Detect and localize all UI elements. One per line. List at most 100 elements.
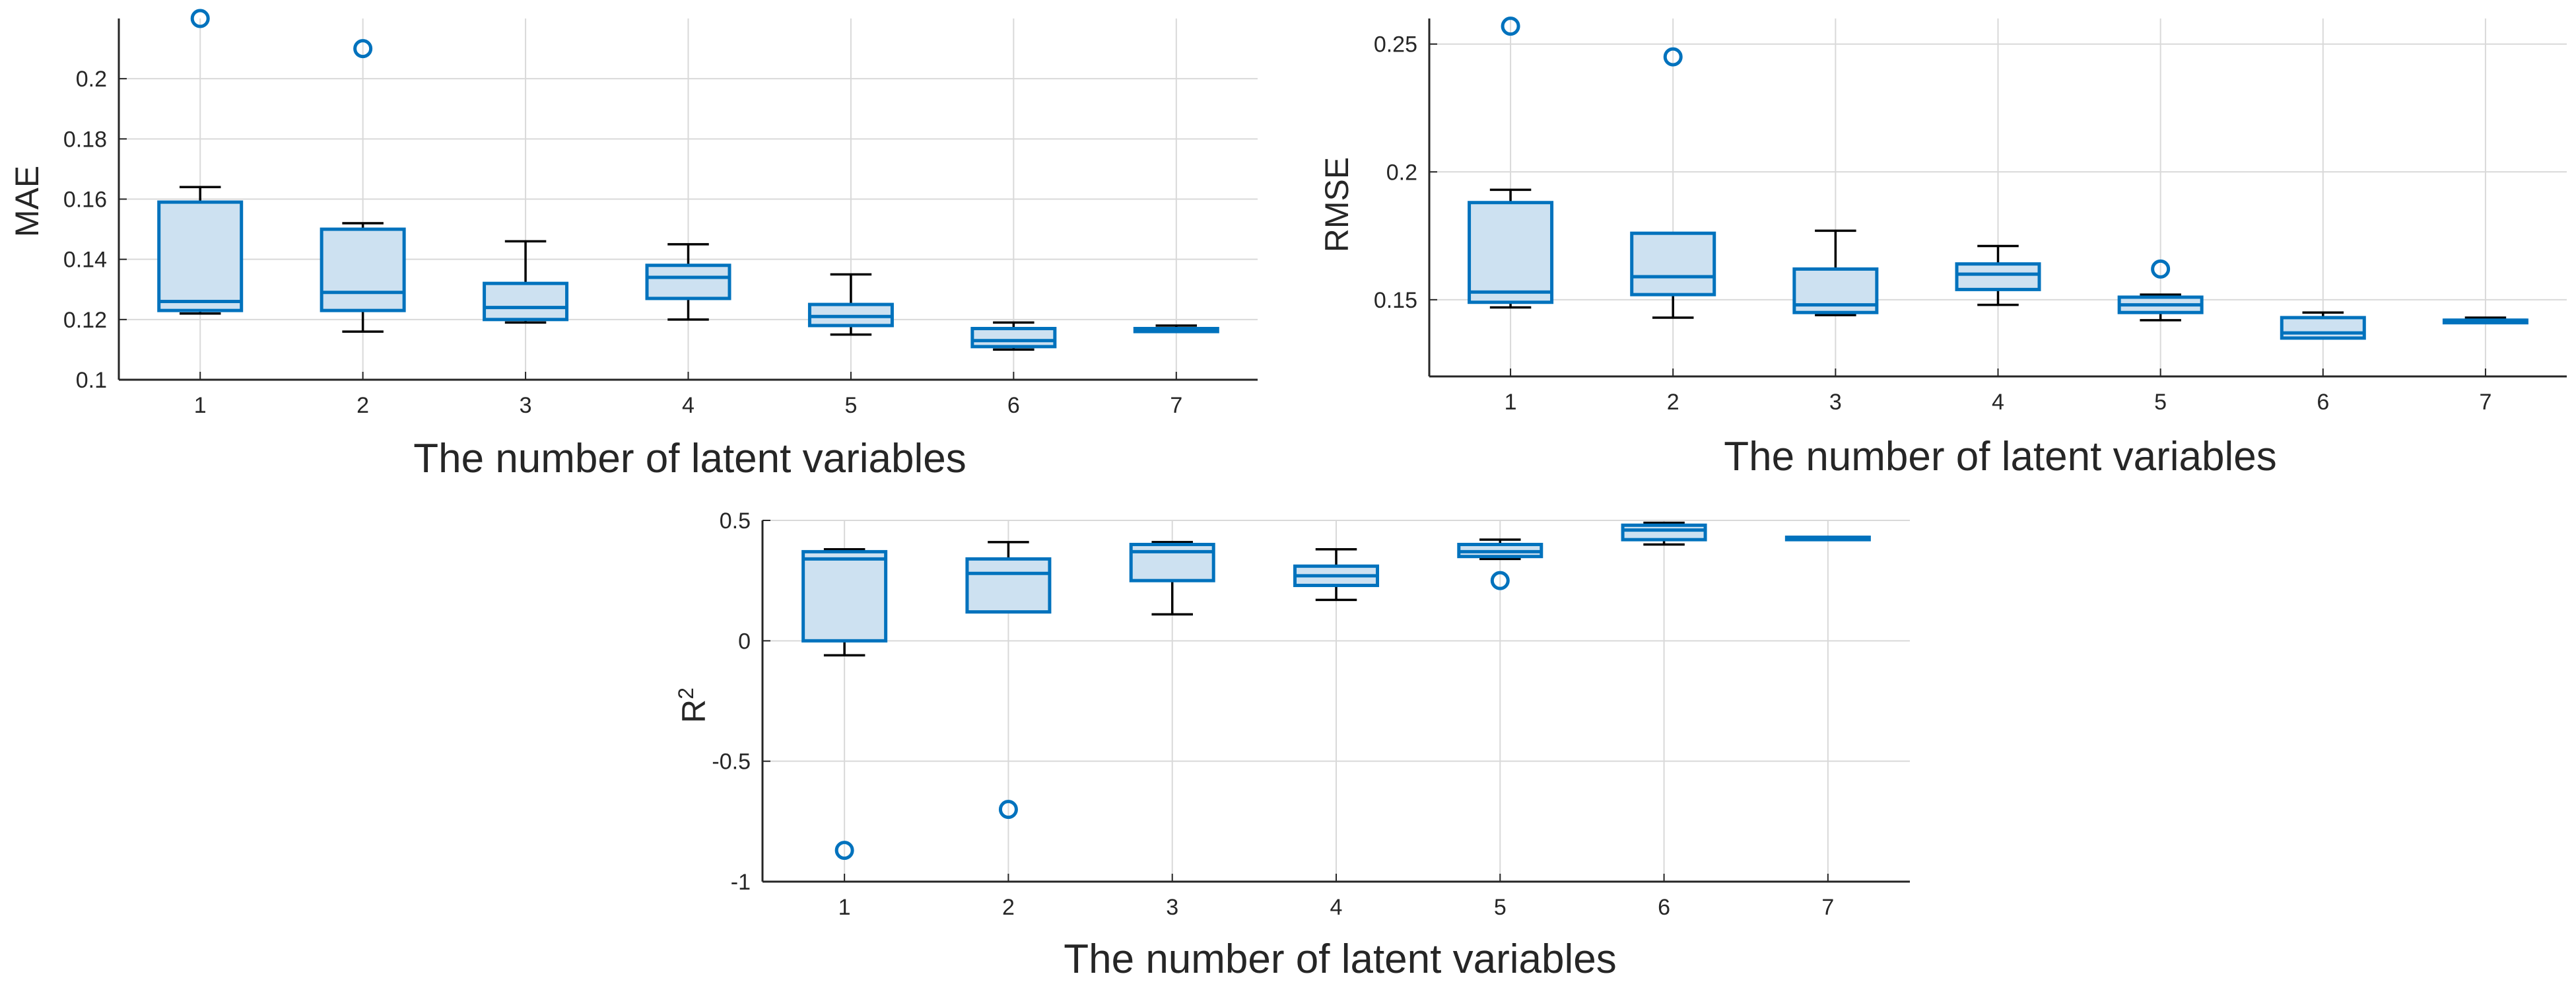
box-iqr	[1129, 542, 1215, 582]
box-iqr	[157, 200, 244, 312]
r2-box-5	[1457, 538, 1543, 590]
box-iqr	[320, 227, 406, 312]
box-iqr	[2280, 316, 2366, 340]
r2-box-6	[1621, 521, 1707, 546]
r2-x-tick-label: 3	[1166, 895, 1178, 920]
r2-y-tick-label: -1	[731, 870, 751, 895]
mae-y-tick-label: 0.16	[63, 188, 107, 213]
r2-x-tick-label: 2	[1002, 895, 1015, 920]
mae-boxes	[157, 9, 1219, 351]
outlier-point	[190, 9, 210, 28]
mae-x-axis-title: The number of latent variables	[413, 436, 966, 481]
rmse-y-axis-title: RMSE	[1318, 157, 1355, 252]
outlier-point	[353, 39, 373, 59]
mae-box-1	[157, 9, 244, 315]
outlier-point	[834, 841, 854, 861]
mae-y-axis-title: MAE	[9, 166, 46, 237]
r2-x-tick-label: 4	[1330, 895, 1343, 920]
rmse-y-axis-title-main: RMSE	[1318, 157, 1355, 252]
r2-y-tick-label: 0.5	[720, 509, 751, 534]
rmse-x-tick-label: 2	[1667, 390, 1679, 415]
mae-x-tick-label: 4	[682, 393, 695, 418]
mae-x-tick-label: 5	[844, 393, 857, 418]
rmse-box-1	[1468, 17, 1554, 309]
mae-x-tick-label: 7	[1170, 393, 1182, 418]
r2-box-2	[965, 541, 1052, 820]
rmse-box-4	[1955, 244, 2041, 306]
box-iqr	[483, 281, 569, 322]
rmse-boxes	[1468, 17, 2528, 340]
mae-x-tick-label: 2	[356, 393, 369, 418]
rmse-box-7	[2442, 316, 2528, 325]
box-iqr	[1468, 201, 1554, 304]
outlier-point	[998, 800, 1018, 820]
chart-r2-panel: 1 2 3 4 5 6 7 -1 -0.5 0 0.5 The number of latent v…	[674, 509, 1910, 982]
r2-x-tick-label: 5	[1494, 895, 1507, 920]
rmse-x-tick-label: 1	[1505, 390, 1517, 415]
outlier-point	[1490, 571, 1510, 590]
rmse-x-tick-label: 4	[1992, 390, 2004, 415]
rmse-y-tick-label: 0.2	[1386, 160, 1417, 185]
mae-box-5	[807, 273, 894, 336]
r2-box-1	[801, 548, 888, 861]
rmse-x-axis-title: The number of latent variables	[1724, 434, 2276, 479]
box-iqr	[1955, 262, 2041, 291]
mae-x-tick-label: 6	[1007, 393, 1020, 418]
box-iqr	[645, 264, 731, 300]
mae-grid	[119, 18, 1258, 380]
mae-y-axis-title-main: MAE	[9, 166, 46, 237]
r2-y-tick-label: 0	[738, 629, 751, 654]
rmse-x-tick-label: 6	[2317, 390, 2329, 415]
outlier-point	[2151, 259, 2171, 279]
mae-box-2	[320, 39, 406, 333]
rmse-box-3	[1792, 229, 1879, 316]
rmse-box-2	[1630, 47, 1716, 319]
mae-box-6	[970, 321, 1057, 351]
r2-x-tick-label: 1	[838, 895, 851, 920]
mae-x-tick-label: 3	[520, 393, 532, 418]
rmse-x-tick-label: 7	[2479, 390, 2491, 415]
rmse-x-tick-label: 5	[2154, 390, 2167, 415]
box-iqr	[970, 327, 1057, 349]
box-iqr	[801, 549, 888, 643]
r2-boxes	[801, 521, 1871, 861]
r2-x-tick-label: 6	[1658, 895, 1670, 920]
chart-rmse-panel: 1 2 3 4 5 6 7 0.15 0.2 0.25 The number of latent …	[1318, 17, 2567, 479]
mae-y-tick-label: 0.18	[63, 127, 107, 152]
box-iqr	[1621, 523, 1707, 542]
mae-y-tick-label: 0.2	[76, 67, 107, 92]
r2-y-tick-label: -0.5	[712, 750, 751, 775]
r2-box-4	[1293, 548, 1379, 602]
mae-box-7	[1133, 324, 1219, 334]
r2-x-tick-label: 7	[1821, 895, 1834, 920]
mae-y-tick-label: 0.12	[63, 308, 107, 333]
r2-y-axis-title: R2	[674, 687, 712, 723]
mae-box-3	[483, 240, 569, 324]
r2-x-axis-title: The number of latent variables	[1064, 936, 1616, 982]
mae-x-tick-label: 1	[194, 393, 207, 418]
r2-axes	[761, 520, 1910, 883]
rmse-tick-labels: 1 2 3 4 5 6 7 0.15 0.2 0.25	[1374, 32, 2492, 415]
mae-box-4	[645, 243, 731, 321]
rmse-y-tick-label: 0.15	[1374, 288, 1417, 313]
mae-y-tick-label: 0.14	[63, 248, 107, 273]
r2-box-3	[1129, 541, 1215, 615]
rmse-y-tick-label: 0.25	[1374, 32, 1417, 57]
rmse-axes	[1428, 18, 2567, 378]
mae-axes	[118, 18, 1258, 381]
chart-mae-panel: 1 2 3 4 5 6 7 0.1 0.12 0.14 0.16 0.18 0.2 The number…	[9, 9, 1258, 481]
box-iqr	[1630, 231, 1716, 297]
outlier-point	[1501, 17, 1520, 36]
outlier-point	[1663, 47, 1683, 67]
r2-y-axis-title-main: R	[675, 699, 712, 723]
r2-y-axis-title-sup: 2	[674, 687, 698, 699]
mae-y-tick-label: 0.1	[76, 368, 107, 393]
rmse-box-5	[2117, 259, 2204, 322]
r2-box-7	[1784, 536, 1871, 542]
rmse-x-tick-label: 3	[1829, 390, 1842, 415]
rmse-box-6	[2280, 311, 2366, 340]
r2-tick-labels: 1 2 3 4 5 6 7 -1 -0.5 0 0.5	[712, 509, 1834, 920]
rmse-grid	[1429, 18, 2567, 376]
box-iqr	[965, 557, 1052, 614]
